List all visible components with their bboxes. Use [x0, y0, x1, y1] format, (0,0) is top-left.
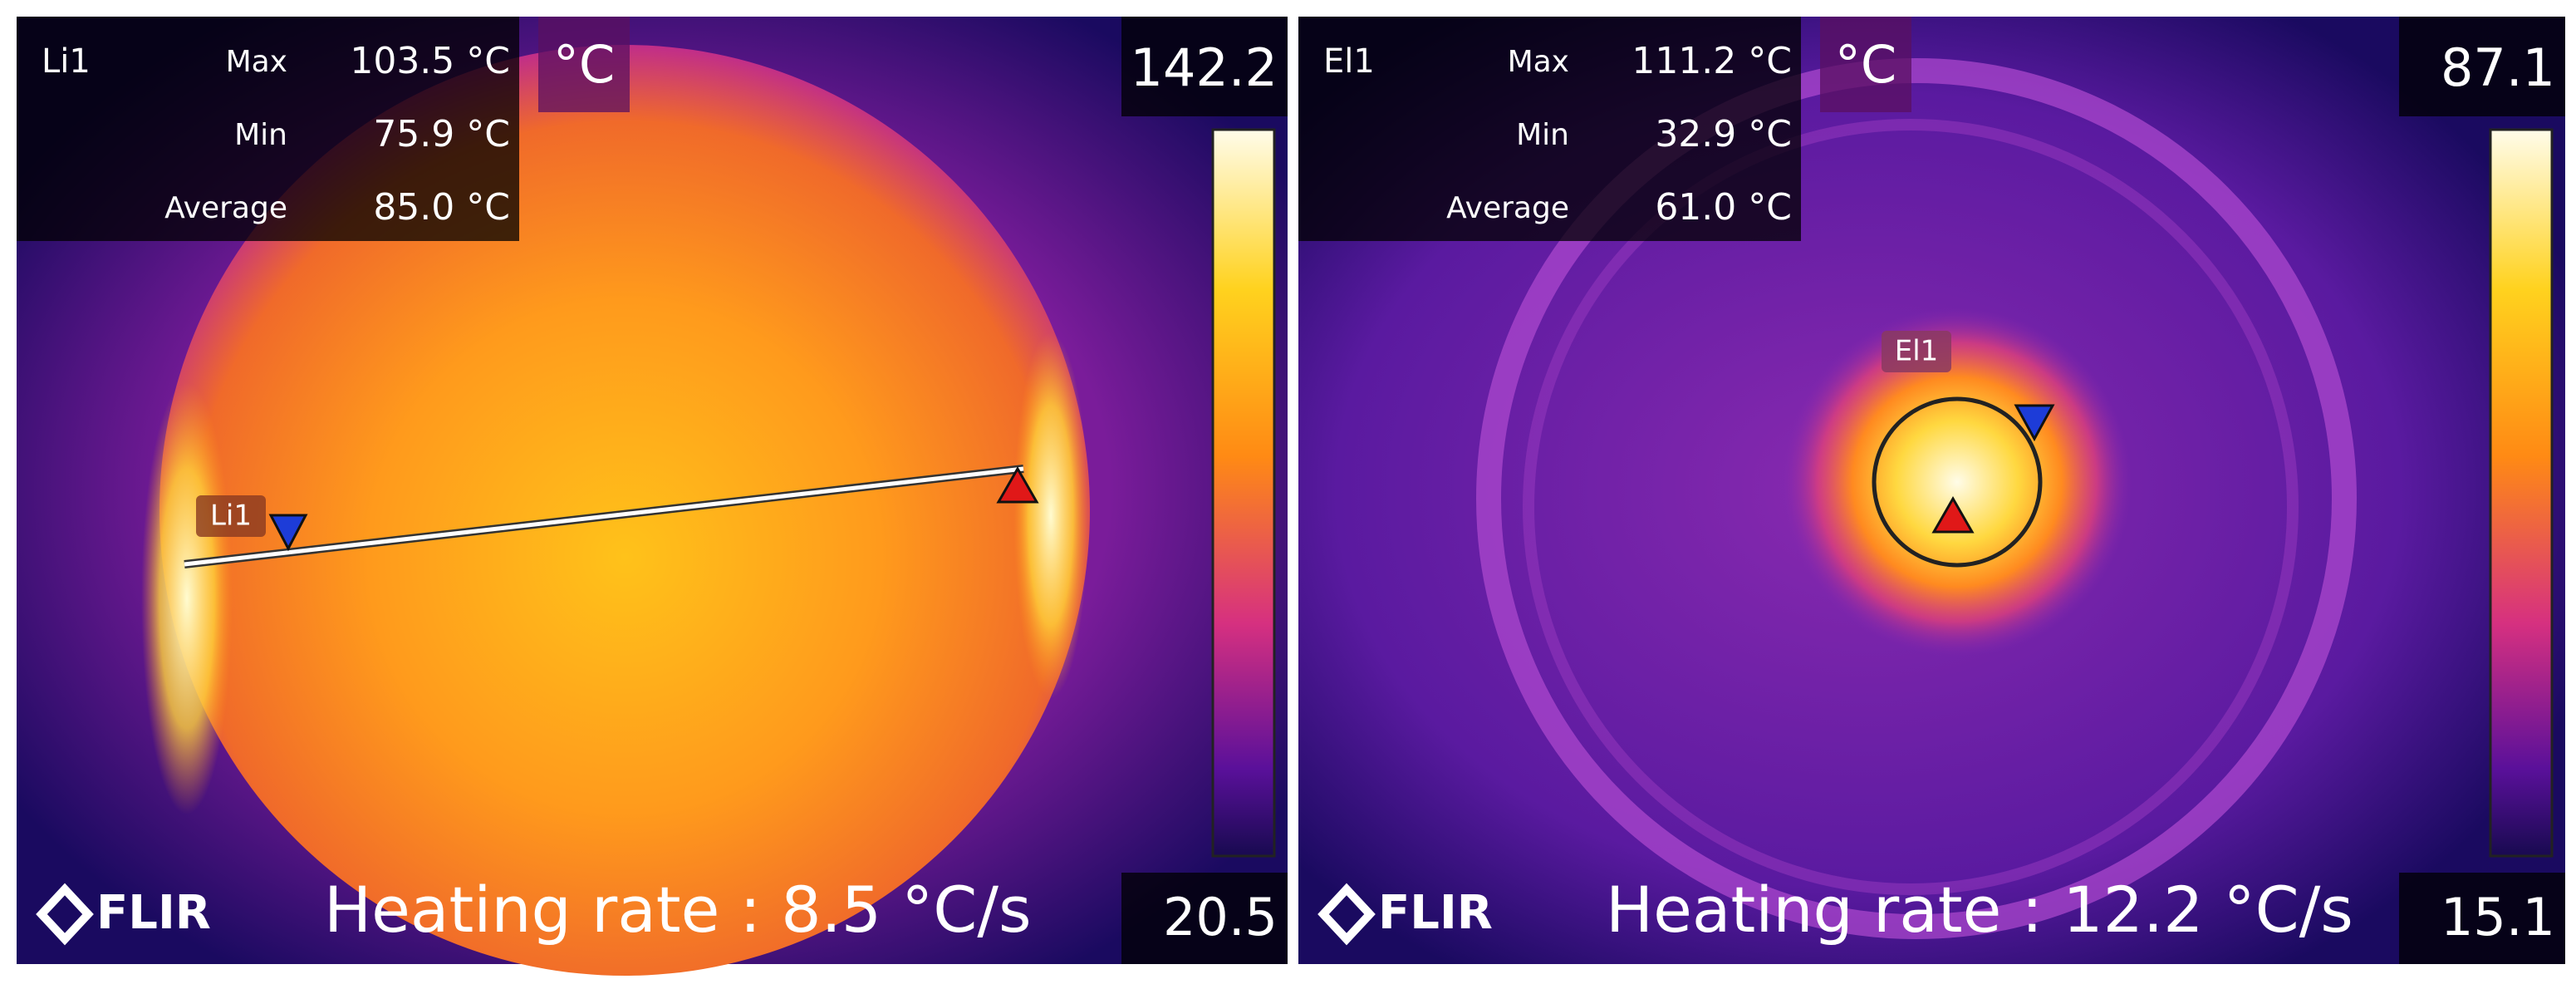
dish-ring: [1523, 119, 2299, 895]
scale-min: 20.5: [1163, 887, 1278, 947]
tool-name: El1: [1323, 42, 1375, 81]
marker-label: El1: [1895, 335, 1939, 368]
hot-edge: [141, 382, 233, 814]
row-label: Average: [164, 191, 287, 225]
scale-max: 87.1: [2441, 37, 2555, 98]
ellipse-tool: [1872, 396, 2043, 568]
row-label: Min: [1516, 118, 1569, 152]
color-scale: [1211, 128, 1276, 858]
unit: °C: [553, 34, 615, 95]
dish-ring: [1476, 58, 2357, 939]
unit: °C: [1835, 34, 1896, 95]
info-box: [1298, 17, 1801, 241]
hot-edge: [1013, 332, 1088, 698]
left-panel: Li1 Li1 Max 103.5 °C Min 75.9 °C Average 85.0 …: [17, 17, 1288, 976]
row-value: 61.0 °C: [1655, 186, 1792, 229]
scale-max-box: [2399, 17, 2565, 116]
brand-logo-mark: [1317, 883, 1376, 946]
row-value: 32.9 °C: [1655, 113, 1792, 155]
caption: Heating rate : 12.2 °C/s: [1606, 873, 2353, 947]
brand: FLIR: [96, 886, 211, 940]
info-box: [17, 17, 519, 241]
tool-name: Li1: [42, 42, 91, 81]
scale-max-box: [1121, 17, 1288, 116]
brand-logo-mark: [36, 883, 94, 946]
row-label: Average: [1446, 191, 1569, 225]
color-scale: [2489, 128, 2554, 858]
min-marker: [2014, 404, 2055, 442]
row-label: Min: [234, 118, 287, 152]
row-label: Max: [226, 45, 287, 79]
max-marker: [1931, 495, 1975, 534]
caption: Heating rate : 8.5 °C/s: [324, 873, 1032, 947]
unit-box: [538, 17, 630, 112]
scale-min: 15.1: [2441, 887, 2555, 947]
marker-label: Li1: [210, 499, 252, 533]
min-marker: [268, 514, 308, 552]
hot-spot: [1783, 308, 2132, 657]
line-tool: [184, 466, 1024, 567]
scale-min-box: [1121, 873, 1288, 964]
right-panel: El1 El1 Max 111.2 °C Min 32.9 °C Average 61.0 …: [1298, 17, 2565, 964]
row-value: 85.0 °C: [373, 186, 510, 229]
scale-min-box: [2399, 873, 2565, 964]
max-marker: [996, 465, 1039, 504]
marker-label-box: [196, 495, 266, 537]
row-label: Max: [1508, 45, 1569, 79]
marker-label-box: [1882, 331, 1951, 372]
row-value: 75.9 °C: [373, 113, 510, 155]
brand: FLIR: [1378, 886, 1493, 940]
row-value: 103.5 °C: [350, 40, 510, 82]
unit-box: [1820, 17, 1911, 112]
scale-max: 142.2: [1131, 37, 1278, 98]
row-value: 111.2 °C: [1631, 40, 1792, 82]
